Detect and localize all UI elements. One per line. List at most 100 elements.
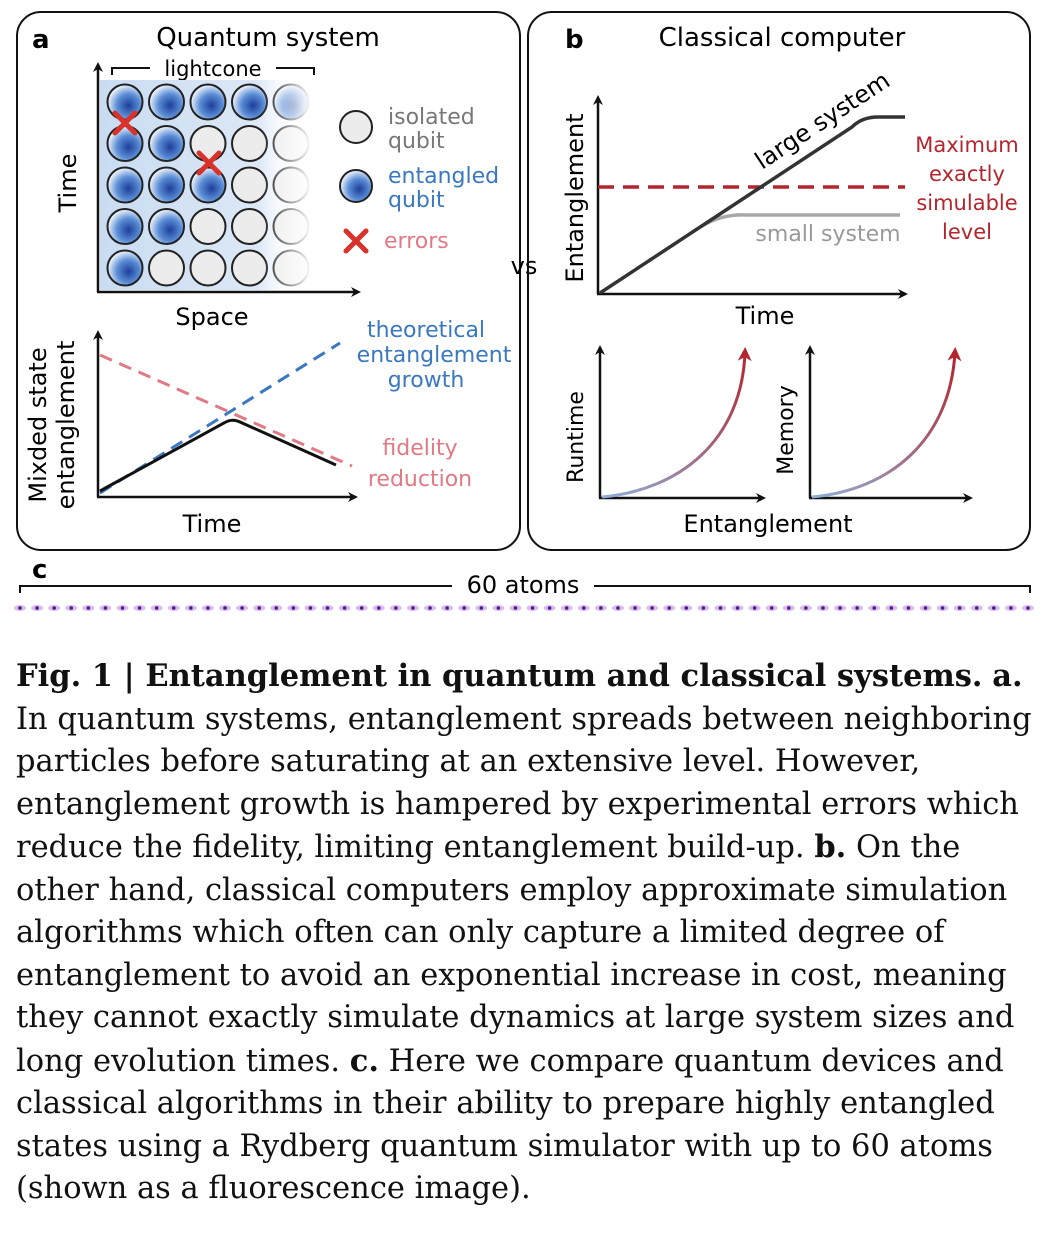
atom [219,605,232,611]
theory-label-line1: theoretical [367,318,485,343]
panel-b-frame [527,11,1031,551]
isolated-qubit [231,166,268,204]
max-label-line1: Maximum [915,133,1018,157]
atom [372,605,385,611]
isolated-qubit-icon [339,110,373,144]
atom [65,605,78,611]
atom [48,605,61,611]
panel-b: b Classical computer Entanglement Time l… [527,11,1031,551]
time-axis-label: Time [54,154,82,214]
atom [868,605,881,611]
grid-fade [262,80,312,290]
atom [816,605,829,611]
caption-b-label: b. [814,829,847,865]
time-axis-b-label: Time [735,302,795,330]
atom [936,605,949,611]
atom [441,605,454,611]
panel-a-title: Quantum system [156,23,380,53]
panel-b-label: b [565,25,584,55]
atom [338,605,351,611]
atom [355,605,368,611]
fidelity-label-line2: reduction [368,467,472,492]
legend-entangled-line1: entangled [388,164,499,189]
lower-y-label-line2: entanglement [52,341,80,510]
large-system-label: large system [750,66,895,175]
legend-isolated-line1: isolated [388,105,475,130]
caption-c-text: Here we compare quantum devices and clas… [16,1043,1004,1207]
atom [970,605,983,611]
atom [799,605,812,611]
panel-c-label: c [32,555,47,585]
entangled-qubit [148,83,185,121]
atom [731,605,744,611]
fidelity-label-line1: fidelity [382,436,457,461]
atom [424,605,437,611]
atom [594,605,607,611]
fidelity-reduction-line [99,353,353,468]
isolated-qubit [231,249,268,287]
theory-label-line3: growth [388,368,465,393]
atom [406,605,419,611]
entangled-qubit [148,125,185,162]
atom [150,605,163,611]
entangled-qubit [148,166,185,204]
atom [782,605,795,611]
isolated-qubit [189,208,227,245]
entangled-qubit [106,125,144,162]
atom [509,605,522,611]
atom [663,605,676,611]
atom [987,605,1000,611]
caption-a-text: In quantum systems, entanglement spreads… [16,701,1032,866]
atom [236,605,249,611]
space-axis-label: Space [175,303,248,331]
isolated-qubit [231,125,268,162]
vs-label: vs [511,252,538,280]
max-label-line4: level [942,220,992,244]
atom [1004,605,1017,611]
errors-x-icon [343,228,369,254]
entangled-qubit [106,208,144,245]
error-x-mark [196,150,222,176]
atom [492,605,505,611]
isolated-qubit [231,208,268,245]
atom [611,605,624,611]
actual-entanglement-line [99,418,337,493]
atom [714,605,727,611]
caption-a-label: a. [992,658,1023,694]
caption-c-label: c. [349,1042,379,1079]
atom [31,605,44,611]
theory-label-line2: entanglement [357,343,512,368]
atom [321,605,334,611]
lower-x-label: Time [182,510,242,538]
fluorescence-strip [14,600,1038,618]
lower-y-label-line1: Mixded state [24,347,52,502]
atom [287,605,300,611]
lower-entanglement-label: Entanglement [683,510,852,538]
panel-a-frame [16,11,521,551]
atom [680,605,693,611]
panel-b-title: Classical computer [659,23,906,53]
atom [304,605,317,611]
atom [697,605,710,611]
entangled-qubit [106,166,144,204]
max-label-line2: exactly [929,162,1005,186]
atom [543,605,556,611]
legend-errors: errors [384,229,449,254]
atom [851,605,864,611]
panel-a: a Quantum system lightcone Time Space is… [16,11,521,551]
atom [919,605,932,611]
atom [765,605,778,611]
caption-b-text: On the other hand, classical computers e… [16,830,1015,1079]
atom [458,605,471,611]
entangled-qubit [189,83,227,121]
entanglement-axis-label: Entanglement [561,113,589,282]
atom [167,605,180,611]
max-label-line3: simulable [916,191,1017,215]
atom [646,605,659,611]
atom [885,605,898,611]
large-system-curve [599,115,905,295]
legend-isolated-line2: qubit [388,129,445,154]
atom [629,605,642,611]
isolated-qubit [148,249,185,287]
atom [748,605,761,611]
